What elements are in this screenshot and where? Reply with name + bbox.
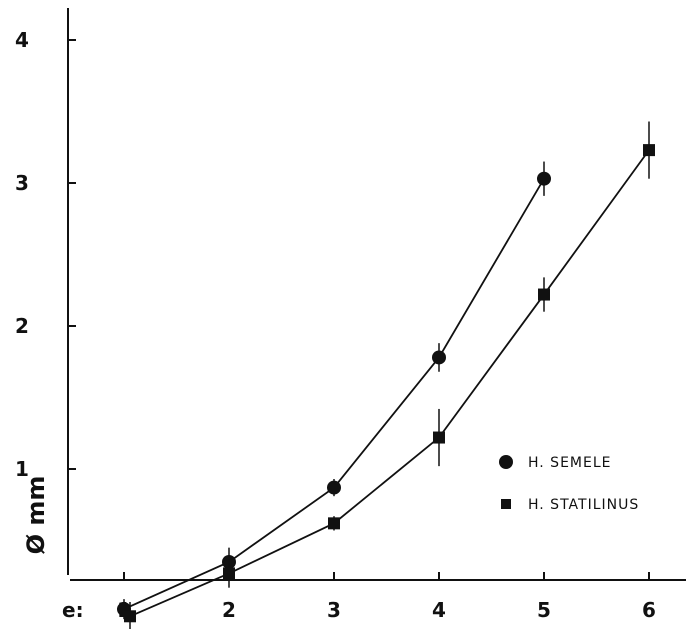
legend: H. SEMELE H. STATILINUS — [499, 455, 639, 513]
x-axis-label: e: — [62, 598, 84, 622]
data-point — [328, 517, 340, 530]
legend-item: H. STATILINUS — [501, 497, 639, 513]
series-1 — [117, 161, 551, 620]
series-layer — [117, 121, 655, 629]
x-tick-label: 4 — [432, 598, 446, 622]
y-axis-label: Ø mm — [22, 476, 50, 555]
series-2 — [124, 121, 655, 629]
x-tick-label: 5 — [537, 598, 551, 622]
y-tick-label: 3 — [15, 171, 29, 195]
series-line — [123, 178, 545, 610]
data-point — [223, 567, 235, 580]
y-tick-label: 4 — [15, 28, 29, 52]
x-tick-label: 6 — [642, 598, 656, 622]
data-point — [538, 288, 550, 301]
legend-marker — [501, 499, 511, 509]
data-point — [643, 144, 655, 157]
axes: 1234123456 — [15, 8, 686, 622]
y-tick-label: 2 — [15, 314, 29, 338]
data-point — [432, 350, 446, 365]
x-tick-label: 3 — [327, 598, 341, 622]
y-tick-label: 1 — [15, 457, 29, 481]
data-point — [124, 610, 136, 623]
data-point — [537, 171, 551, 186]
data-point — [433, 431, 445, 444]
series-line — [129, 149, 650, 618]
x-tick-label: 2 — [222, 598, 236, 622]
legend-label: H. SEMELE — [528, 455, 611, 471]
legend-item: H. SEMELE — [499, 455, 611, 471]
legend-label: H. STATILINUS — [528, 497, 639, 513]
data-point — [327, 480, 341, 495]
legend-marker — [499, 455, 513, 469]
